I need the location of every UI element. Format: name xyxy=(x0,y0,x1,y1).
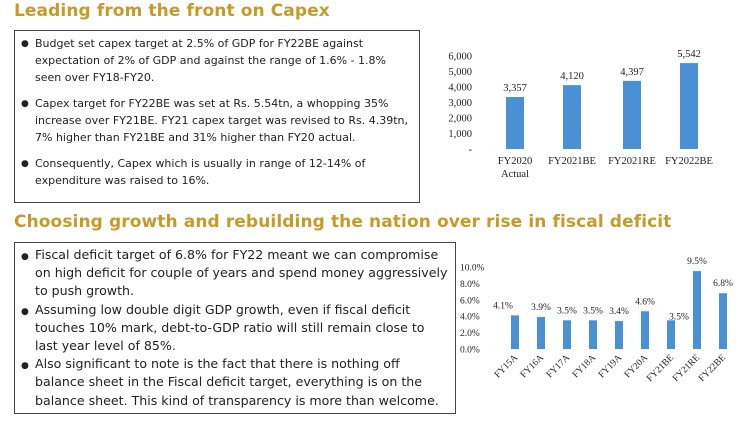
x-tick-label: FY2021RE xyxy=(608,156,656,167)
bar-value-label: 9.5% xyxy=(687,257,707,267)
fiscal-bullet-3: Also significant to note is the fact tha… xyxy=(21,355,449,410)
capex-bullet-1: Budget set capex target at 2.5% of GDP f… xyxy=(21,35,413,86)
bar-value-label: 3.4% xyxy=(609,307,629,317)
y-tick-label: 0.0% xyxy=(460,346,480,356)
bar xyxy=(511,315,519,349)
fiscal-text-box: Fiscal deficit target of 6.8% for FY22 m… xyxy=(14,242,456,414)
y-tick-label: 4,000 xyxy=(448,83,472,94)
x-tick-label: FY2022BE xyxy=(665,156,713,167)
bar xyxy=(719,293,727,349)
y-tick-label: 8.0% xyxy=(460,280,480,290)
capex-bar-chart: - 1,000 2,000 3,000 4,000 5,000 6,000 3,357 FY20… xyxy=(448,49,713,180)
bar xyxy=(641,311,649,349)
bar xyxy=(623,80,641,149)
x-tick-label: FY21RE xyxy=(671,353,702,384)
y-tick-label: 6.0% xyxy=(460,296,480,306)
bar-value-label: 3.5% xyxy=(557,306,577,316)
bar-value-label: 4.6% xyxy=(635,297,655,307)
fiscal-bullet-list: Fiscal deficit target of 6.8% for FY22 m… xyxy=(21,246,449,410)
capex-bullet-2: Capex target for FY22BE was set at Rs. 5… xyxy=(21,95,413,146)
fiscal-bullet-1: Fiscal deficit target of 6.8% for FY22 m… xyxy=(21,246,449,301)
bar-value-label: 3.9% xyxy=(531,303,551,313)
bar-value-label: 3.5% xyxy=(583,306,603,316)
y-tick-label: 2,000 xyxy=(448,114,472,125)
y-tick-label: 10.0% xyxy=(460,264,485,274)
bar-value-label: 4,120 xyxy=(560,71,584,82)
y-tick-label: 2.0% xyxy=(460,329,480,339)
x-tick-label: FY18A xyxy=(571,353,598,380)
capex-text-box: Budget set capex target at 2.5% of GDP f… xyxy=(14,30,420,203)
bar xyxy=(693,271,701,349)
bar xyxy=(563,85,581,149)
bar xyxy=(667,320,675,349)
bar xyxy=(680,63,698,149)
y-tick-label: 4.0% xyxy=(460,313,480,323)
x-tick-label: FY19A xyxy=(597,353,624,380)
bar-value-label: 4.1% xyxy=(493,301,513,311)
y-tick-label: 1,000 xyxy=(448,129,472,140)
bar-value-label: 3,357 xyxy=(503,83,527,94)
x-tick-label: FY16A xyxy=(519,353,546,380)
x-tick-label: FY22BE xyxy=(697,353,728,384)
bar xyxy=(563,320,571,349)
x-tick-label: FY15A xyxy=(493,353,520,380)
fiscal-deficit-bar-chart: 0.0% 2.0% 4.0% 6.0% 8.0% 10.0% 4.1% FY15A 3.9% FY… xyxy=(460,257,733,384)
capex-bullet-list: Budget set capex target at 2.5% of GDP f… xyxy=(21,35,413,198)
fiscal-bullet-2: Assuming low double digit GDP growth, ev… xyxy=(21,301,449,356)
x-tick-label: FY2021BE xyxy=(548,156,596,167)
bar xyxy=(589,320,597,349)
y-tick-label: 3,000 xyxy=(448,98,472,109)
capex-section-heading: Leading from the front on Capex xyxy=(14,1,330,21)
bar-value-label: 4,397 xyxy=(620,67,644,78)
capex-bullet-3: Consequently, Capex which is usually in … xyxy=(21,155,413,189)
x-tick-label: FY17A xyxy=(545,353,572,380)
bar xyxy=(615,321,623,349)
bar xyxy=(537,317,545,349)
bar-value-label: 3.5% xyxy=(669,312,689,322)
bar xyxy=(506,96,524,149)
x-tick-label: FY2020 xyxy=(498,156,532,167)
x-tick-label: FY21BE xyxy=(645,353,676,384)
x-tick-label: Actual xyxy=(501,169,529,180)
fiscal-deficit-section-heading: Choosing growth and rebuilding the natio… xyxy=(14,212,672,232)
bar-value-label: 5,542 xyxy=(677,49,701,60)
y-tick-label: 6,000 xyxy=(448,52,472,63)
y-tick-label: - xyxy=(469,145,473,156)
y-tick-label: 5,000 xyxy=(448,67,472,78)
bar-value-label: 6.8% xyxy=(713,279,733,289)
